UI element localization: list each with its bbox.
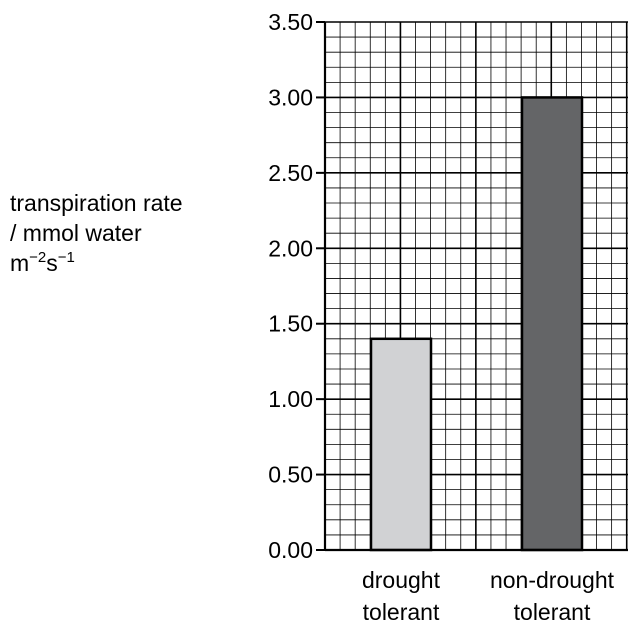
y-axis-label-line2: / mmol water: [10, 220, 142, 246]
y-axis-label: transpiration rate / mmol water m−2s−1: [10, 188, 183, 278]
y-axis-label-line1: transpiration rate: [10, 190, 183, 216]
y-unit-s-exponent: −1: [57, 249, 75, 266]
y-tick-label: 0.50: [268, 462, 313, 488]
x-category-label-line1: non-drought: [490, 567, 615, 593]
y-tick-label: 2.00: [268, 235, 313, 261]
y-axis-label-line3: m−2s−1: [10, 248, 183, 278]
y-unit-s: s: [46, 250, 58, 276]
y-tick-labels: 0.00 0.50 1.00 1.50 2.00 2.50 3.00 3.50: [268, 9, 313, 563]
y-tick-label: 2.50: [268, 160, 313, 186]
x-category-label-line1: drought: [362, 567, 441, 593]
x-category-label-line2: tolerant: [514, 599, 591, 625]
bar-non-drought-tolerant: [520, 96, 584, 552]
y-unit-m: m: [10, 250, 30, 276]
y-tick-label: 3.50: [268, 9, 313, 35]
x-category-label-line2: tolerant: [363, 599, 440, 625]
y-tick-label: 1.50: [268, 311, 313, 337]
y-tick-label: 3.00: [268, 84, 313, 110]
bar-drought-tolerant: [369, 337, 433, 552]
x-category-labels: drought tolerant non-drought tolerant: [362, 567, 615, 625]
y-axis: [316, 21, 628, 552]
y-unit-m-exponent: −2: [29, 249, 47, 266]
y-tick-label: 1.00: [268, 386, 313, 412]
y-tick-label: 0.00: [268, 537, 313, 563]
